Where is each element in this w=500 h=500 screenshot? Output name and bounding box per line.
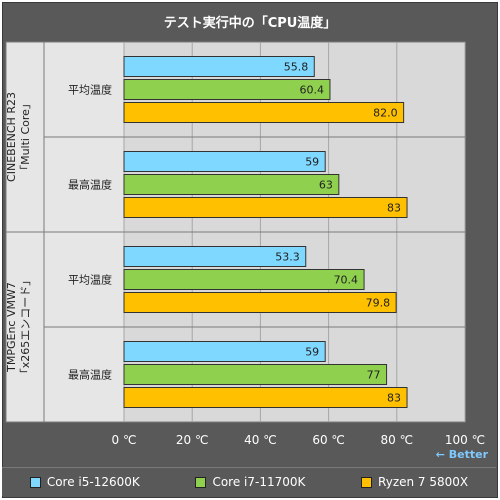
x-tick-label: 0 ℃ xyxy=(112,433,137,447)
x-tick-label: 20 ℃ xyxy=(176,433,209,447)
bar-core-i5-12600k xyxy=(123,341,326,362)
bar-core-i7-11700k xyxy=(123,79,331,100)
x-tick-label: 80 ℃ xyxy=(381,433,414,447)
bar-core-i7-11700k xyxy=(123,364,388,385)
legend-swatch-core-i7 xyxy=(195,476,207,488)
subgroup-label: 平均温度 xyxy=(68,83,112,97)
bar-value-label: 83 xyxy=(387,392,401,405)
bar-core-i7-11700k xyxy=(123,174,340,195)
bar-value-label: 63 xyxy=(319,179,333,192)
bar-value-label: 59 xyxy=(305,156,319,169)
bar-value-label: 79.8 xyxy=(366,297,391,310)
legend: Core i5-12600K Core i7-11700K Ryzen 7 58… xyxy=(2,467,496,496)
bar-value-label: 53.3 xyxy=(275,251,300,264)
better-direction-note: ← Better xyxy=(435,448,488,461)
bar-value-label: 55.8 xyxy=(284,61,309,74)
bar-value-label: 60.4 xyxy=(299,84,324,97)
bar-ryzen-7-5800x xyxy=(123,197,408,218)
bar-core-i5-12600k xyxy=(123,56,315,77)
group-label: CINEBENCH R23 xyxy=(5,92,18,182)
bar-ryzen-7-5800x xyxy=(123,387,408,408)
legend-swatch-ryzen xyxy=(361,476,373,488)
legend-label-core-i5: Core i5-12600K xyxy=(46,475,140,489)
legend-swatch-core-i5 xyxy=(29,476,41,488)
group-label: TMPGEnc VMW7 xyxy=(5,282,18,373)
bar-value-label: 59 xyxy=(305,346,319,359)
x-tick-label: 40 ℃ xyxy=(244,433,277,447)
x-tick-label: 100 ℃ xyxy=(445,433,485,447)
legend-item-core-i5: Core i5-12600K xyxy=(29,475,140,489)
bar-ryzen-7-5800x xyxy=(123,102,405,123)
legend-label-ryzen: Ryzen 7 5800X xyxy=(378,475,469,489)
legend-label-core-i7: Core i7-11700K xyxy=(212,475,306,489)
bar-value-label: 83 xyxy=(387,202,401,215)
group-label: 「Multi Core」 xyxy=(19,98,32,176)
bar-value-label: 82.0 xyxy=(373,107,398,120)
x-tick-label: 60 ℃ xyxy=(312,433,345,447)
subgroup-label: 最高温度 xyxy=(68,178,112,192)
bar-core-i5-12600k xyxy=(123,246,307,267)
bar-value-label: 77 xyxy=(367,369,381,382)
bar-ryzen-7-5800x xyxy=(123,292,397,313)
group-label: 「x265エンコード」 xyxy=(19,275,32,380)
legend-item-core-i7: Core i7-11700K xyxy=(195,475,305,489)
subgroup-label: 平均温度 xyxy=(68,273,112,287)
chart-title: テスト実行中の「CPU温度」 xyxy=(163,16,337,31)
bar-core-i7-11700k xyxy=(123,269,365,290)
subgroup-label: 最高温度 xyxy=(68,368,112,382)
legend-item-ryzen: Ryzen 7 5800X xyxy=(361,475,468,489)
bar-core-i5-12600k xyxy=(123,151,326,172)
bar-value-label: 70.4 xyxy=(334,274,359,287)
